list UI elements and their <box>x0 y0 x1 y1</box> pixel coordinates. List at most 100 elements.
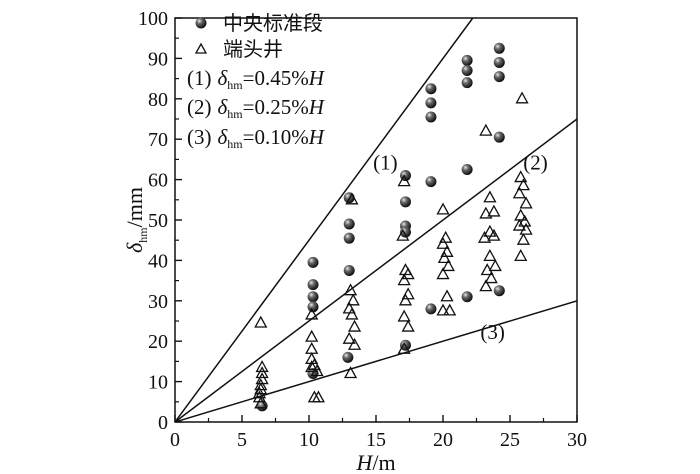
y-tick-label: 60 <box>148 170 168 192</box>
legend-entry-4: (2) δhm=0.25%H <box>187 95 326 121</box>
triangle-point <box>514 170 528 183</box>
triangle-point <box>343 283 358 296</box>
triangle-point <box>401 319 415 332</box>
sphere-point <box>461 65 473 77</box>
triangle-point <box>343 366 358 379</box>
legend-entry-3: (1) δhm=0.45%H <box>187 66 326 92</box>
sphere-point <box>461 77 473 89</box>
x-tick-label: 15 <box>366 429 386 451</box>
sphere-point <box>425 83 437 95</box>
sphere-point <box>461 54 473 66</box>
sphere-point <box>307 279 319 291</box>
reference-line-3 <box>175 300 577 422</box>
sphere-point <box>493 71 505 83</box>
triangle-point <box>516 178 530 191</box>
y-tick-label: 100 <box>138 8 168 30</box>
triangle-point <box>516 232 530 245</box>
triangle-point <box>252 386 267 399</box>
sphere-point <box>461 164 473 175</box>
triangle-point <box>479 279 493 292</box>
triangle-point <box>484 271 498 284</box>
triangle-point <box>255 360 269 373</box>
x-tick-label: 25 <box>500 429 520 451</box>
triangle-point <box>436 202 450 215</box>
sphere-point <box>342 351 354 363</box>
legend-entry-2: 端头井 <box>223 37 283 61</box>
reference-lines <box>175 18 577 422</box>
y-tick-label: 0 <box>158 412 168 434</box>
sphere-point <box>307 256 319 268</box>
y-tick-labels: 0 10 20 30 40 50 60 70 80 90 100 <box>138 8 168 434</box>
triangle-point <box>436 236 450 249</box>
triangle-point <box>346 293 360 306</box>
triangle-point <box>401 267 415 280</box>
triangle-point <box>443 303 457 316</box>
legend-sphere-marker <box>195 17 207 29</box>
triangle-point <box>347 319 362 332</box>
y-axis-label: δhm/mm <box>122 187 150 253</box>
triangle-point <box>512 186 526 199</box>
triangle-point <box>441 259 455 272</box>
triangle-point <box>255 372 269 385</box>
sphere-point <box>307 301 319 313</box>
reference-line-1 <box>175 18 474 422</box>
x-tick-label: 0 <box>170 429 180 451</box>
x-tick-label: 20 <box>433 429 453 451</box>
sphere-point <box>493 131 505 143</box>
triangle-point <box>396 228 410 241</box>
line-label-3: (3) <box>480 320 505 344</box>
line-labels: (1) (2) (3) <box>373 151 548 345</box>
triangle-point <box>479 206 493 219</box>
sphere-point <box>425 111 437 123</box>
data-points <box>252 42 533 412</box>
x-tick-label: 10 <box>299 429 319 451</box>
sphere-point <box>493 56 505 68</box>
triangle-point <box>254 396 268 409</box>
x-tick-label: 5 <box>237 429 247 451</box>
triangle-point <box>397 341 411 354</box>
reference-line-2 <box>175 118 577 422</box>
triangle-point <box>255 366 269 379</box>
triangle-point <box>311 390 325 403</box>
sphere-point <box>256 400 268 412</box>
legend-triangle-marker <box>194 42 208 54</box>
triangle-point <box>436 267 450 280</box>
triangle-point <box>440 289 454 302</box>
triangle-point <box>397 309 411 322</box>
triangle-point <box>514 249 528 262</box>
legend-entry-5: (3) δhm=0.10%H <box>187 125 326 151</box>
sphere-point <box>493 42 505 54</box>
sphere-point <box>425 303 437 315</box>
triangle-point <box>397 273 411 286</box>
triangle-point <box>477 230 492 243</box>
triangle-point <box>515 91 529 104</box>
y-tick-label: 50 <box>148 210 168 232</box>
triangle-point <box>436 303 450 316</box>
triangle-point <box>398 293 413 306</box>
triangle-point <box>345 192 359 205</box>
x-tick-labels: 0 5 10 15 20 25 30 <box>170 429 587 451</box>
triangle-point <box>519 196 533 209</box>
triangle-point <box>512 218 526 231</box>
y-tick-label: 90 <box>148 48 168 70</box>
line-label-1: (1) <box>373 151 398 175</box>
x-tick-label: 30 <box>567 429 587 451</box>
triangle-point <box>514 208 528 221</box>
sphere-point <box>343 265 355 276</box>
triangle-point <box>347 337 362 350</box>
y-tick-label: 20 <box>148 331 168 353</box>
y-tick-label: 70 <box>148 129 168 151</box>
axis-ticks <box>174 17 578 423</box>
y-tick-label: 80 <box>148 89 168 111</box>
x-axis-label: H/m <box>355 450 395 474</box>
triangle-point <box>310 364 324 377</box>
triangle-point <box>483 190 497 203</box>
triangle-point <box>487 228 501 241</box>
triangle-point <box>397 174 411 187</box>
triangle-point <box>488 259 502 272</box>
triangle-point <box>305 341 319 354</box>
triangle-point <box>483 224 497 237</box>
sphere-point <box>425 176 437 188</box>
y-tick-label: 30 <box>148 291 168 313</box>
triangle-point <box>252 390 267 403</box>
